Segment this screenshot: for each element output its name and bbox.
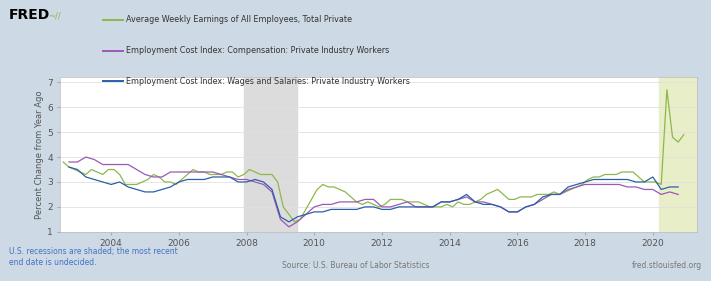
Bar: [658, 77, 697, 232]
Text: Employment Cost Index: Compensation: Private Industry Workers: Employment Cost Index: Compensation: Pri…: [126, 46, 389, 55]
Text: fred.stlouisfed.org: fred.stlouisfed.org: [631, 261, 702, 270]
Text: ~//: ~//: [48, 11, 61, 20]
Text: U.S. recessions are shaded; the most recent
end date is undecided.: U.S. recessions are shaded; the most rec…: [9, 247, 178, 267]
Y-axis label: Percent Change from Year Ago: Percent Change from Year Ago: [36, 90, 44, 219]
Text: Source: U.S. Bureau of Labor Statistics: Source: U.S. Bureau of Labor Statistics: [282, 261, 429, 270]
Text: FRED: FRED: [9, 8, 50, 22]
Text: Employment Cost Index: Wages and Salaries: Private Industry Workers: Employment Cost Index: Wages and Salarie…: [126, 77, 410, 86]
Text: Average Weekly Earnings of All Employees, Total Private: Average Weekly Earnings of All Employees…: [126, 15, 352, 24]
Bar: [244, 77, 297, 232]
